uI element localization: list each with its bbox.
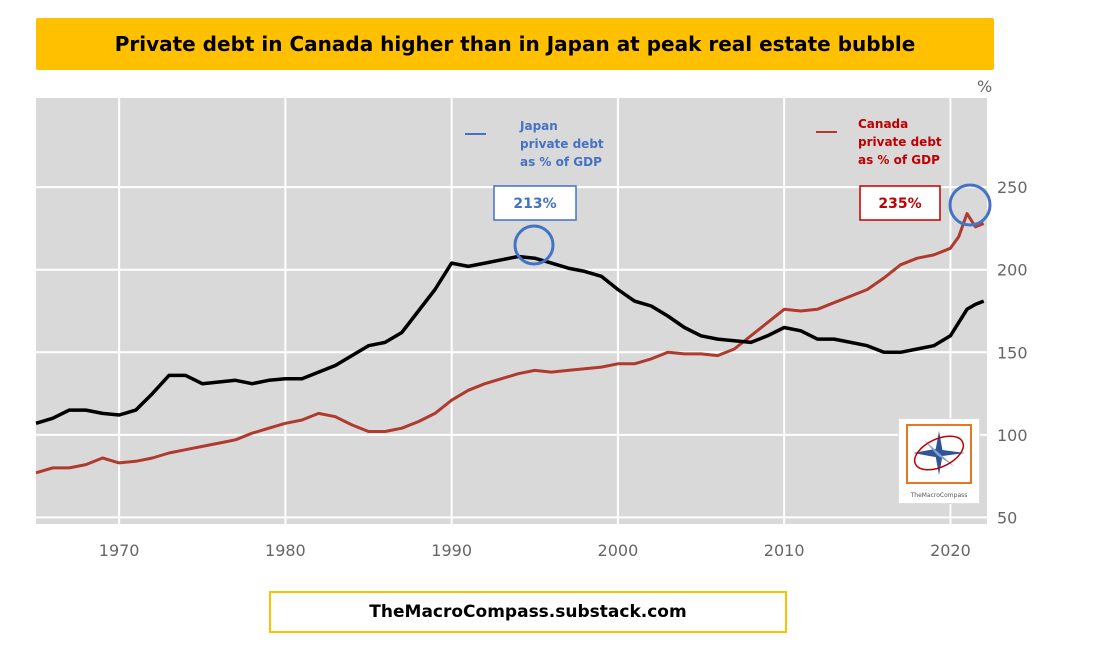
y-tick-label: 100 — [997, 426, 1028, 445]
japan-series-line — [35, 254, 985, 425]
japan-peak-callout-label: 213% — [513, 196, 556, 212]
macro-compass-logo: TheMacroCompass — [898, 418, 980, 504]
plot-area — [36, 98, 987, 524]
y-tick-label: 150 — [997, 343, 1028, 362]
chart-title: Private debt in Canada higher than in Ja… — [114, 32, 916, 56]
legend-canada-label-line3: as % of GDP — [858, 153, 940, 167]
axis-ticks: 1970 1980 1990 2000 2010 2020 50 100 150 200 250 — [99, 178, 1028, 560]
canada-peak-callout-label: 235% — [878, 196, 921, 212]
logo-text: TheMacroCompass — [910, 492, 968, 499]
y-unit-label: % — [977, 77, 992, 96]
legend-japan-label: Japan — [519, 119, 558, 133]
y-tick-label: 200 — [997, 261, 1028, 280]
series-lines — [35, 212, 985, 475]
x-tick-label: 2020 — [930, 541, 971, 560]
title-banner: Private debt in Canada higher than in Ja… — [36, 18, 994, 70]
source-url: TheMacroCompass.substack.com — [369, 602, 687, 622]
x-tick-label: 2010 — [764, 541, 805, 560]
canada-peak-circle — [948, 183, 992, 227]
y-tick-label: 250 — [997, 178, 1028, 197]
legend-japan-label-line3: as % of GDP — [520, 155, 602, 169]
x-tick-label: 1970 — [99, 541, 140, 560]
compass-icon — [906, 424, 972, 484]
japan-peak-callout-box — [493, 185, 577, 221]
canada-series-line — [35, 212, 985, 475]
legend-canada-label: Canada — [858, 117, 908, 131]
canada-peak-callout-box — [859, 185, 941, 221]
legend-canada-label-line2: private debt — [858, 135, 942, 149]
x-tick-label: 1980 — [265, 541, 306, 560]
x-tick-label: 2000 — [598, 541, 639, 560]
x-tick-label: 1990 — [431, 541, 472, 560]
y-tick-label: 50 — [997, 508, 1017, 527]
source-footer: TheMacroCompass.substack.com — [269, 591, 787, 633]
japan-peak-circle — [513, 224, 555, 266]
legend-japan-label-line2: private debt — [520, 137, 604, 151]
